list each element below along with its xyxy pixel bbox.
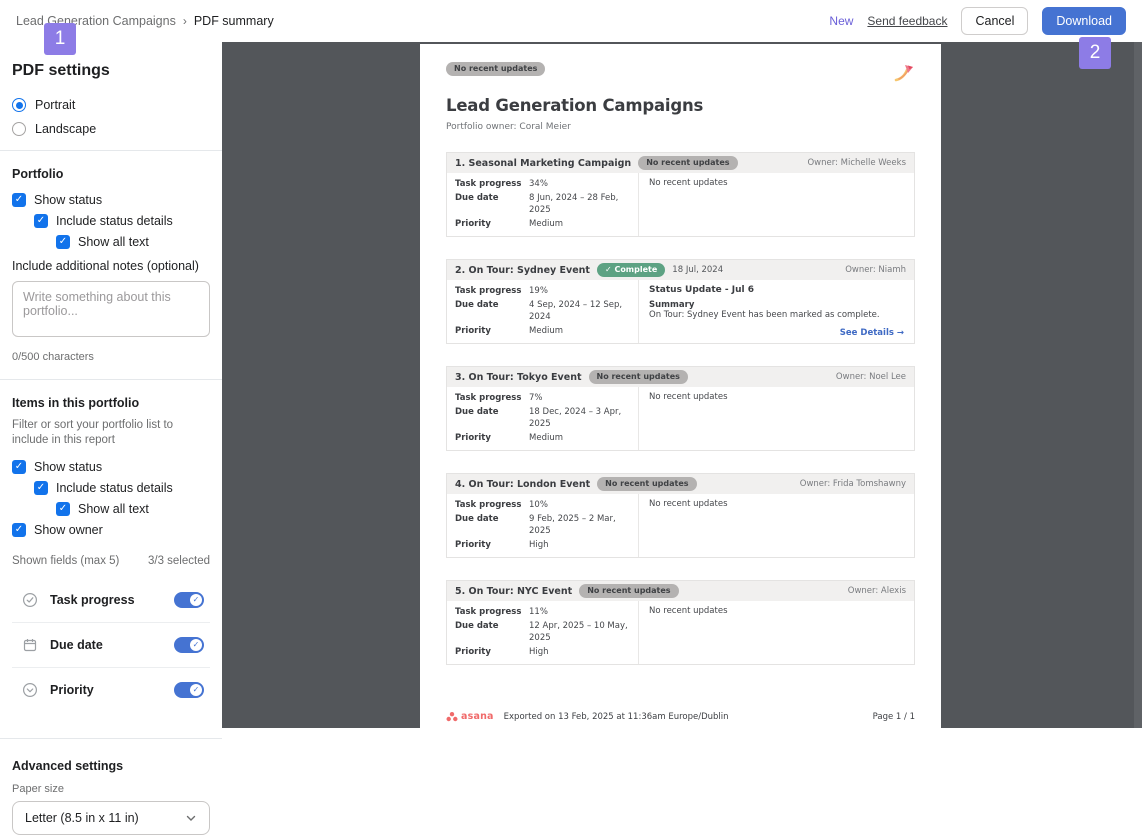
item-fields-table: Task progress 11% Due date 12 Apr, 2025 – 1… (447, 601, 639, 664)
preview-area: No recent updates Lead Generation Campai… (222, 42, 1142, 728)
pdf-footer: asana Exported on 13 Feb, 2025 at 11:36a… (446, 711, 915, 722)
item-fields-table: Task progress 34% Due date 8 Jun, 2024 – 28… (447, 173, 639, 236)
orientation-portrait-radio[interactable]: Portrait (12, 98, 210, 112)
paper-size-label: Paper size (12, 783, 64, 795)
sidebar-title: PDF settings (12, 62, 110, 79)
checkbox-checked-icon: ✓ (56, 235, 70, 249)
portfolio-status-pill: No recent updates (446, 62, 546, 76)
item-owner: Owner: Frida Tomshawny (799, 479, 906, 489)
item-owner: Owner: Michelle Weeks (807, 158, 906, 168)
breadcrumb-current: PDF summary (193, 14, 274, 28)
chevron-down-icon (186, 815, 196, 821)
send-feedback-link[interactable]: Send feedback (867, 14, 948, 28)
checkbox-show-all-text[interactable]: ✓ Show all text (56, 502, 210, 516)
item-owner: Owner: Noel Lee (835, 372, 906, 382)
checkbox-show-status[interactable]: ✓ Show status (12, 193, 210, 207)
page-number: Page 1 / 1 (872, 711, 915, 722)
pdf-settings-sidebar: PDF settings Portrait Landscape Portfoli… (0, 42, 222, 835)
download-button[interactable]: Download (1042, 7, 1126, 35)
item-status-pill: No recent updates (638, 156, 738, 170)
toggle-due-date[interactable]: ✓ (174, 637, 204, 653)
item-status-column: No recent updates (649, 606, 728, 616)
orientation-landscape-radio[interactable]: Landscape (12, 122, 210, 136)
asana-logo-icon: asana (446, 711, 494, 722)
item-fields-table: Task progress 7% Due date 18 Dec, 2024 – 3 … (447, 387, 639, 450)
cancel-button[interactable]: Cancel (961, 7, 1029, 35)
pdf-title: Lead Generation Campaigns (446, 96, 704, 115)
item-name: 4. On Tour: London Event (455, 478, 591, 490)
item-name: 1. Seasonal Marketing Campaign (455, 157, 632, 169)
items-section-description: Filter or sort your portfolio list to in… (12, 419, 174, 446)
notes-label: Include additional notes (optional) (12, 259, 199, 273)
item-status-pill: No recent updates (588, 370, 688, 384)
checkbox-show-owner[interactable]: ✓ Show owner (12, 523, 210, 537)
advanced-settings-title: Advanced settings (12, 759, 124, 773)
checkbox-checked-icon: ✓ (12, 193, 26, 207)
checkbox-checked-icon: ✓ (34, 214, 48, 228)
checkbox-checked-icon: ✓ (34, 481, 48, 495)
selected-count: 3/3 selected (147, 555, 210, 567)
portfolio-item-card: 4. On Tour: London Event No recent updat… (446, 473, 915, 558)
item-owner: Owner: Niamh (845, 265, 906, 275)
vertical-scrollbar[interactable] (1134, 42, 1142, 728)
calendar-icon (22, 637, 38, 653)
shown-fields-label: Shown fields (max 5) (12, 555, 120, 567)
item-name: 5. On Tour: NYC Event (455, 585, 573, 597)
annotation-badge-2: 2 (1079, 37, 1111, 69)
breadcrumb-root[interactable]: Lead Generation Campaigns (16, 14, 176, 28)
flying-dart-icon (894, 65, 913, 82)
notes-textarea[interactable] (12, 281, 210, 337)
checkbox-include-status-details[interactable]: ✓ Include status details (34, 481, 210, 495)
item-status-column: No recent updates (649, 178, 728, 188)
divider (0, 738, 222, 739)
exported-timestamp: Exported on 13 Feb, 2025 at 11:36am Euro… (503, 711, 729, 722)
item-status-column: No recent updates (649, 499, 728, 509)
chevron-circle-icon (22, 682, 38, 698)
pdf-preview-page: No recent updates Lead Generation Campai… (420, 44, 941, 728)
item-fields-table: Task progress 10% Due date 9 Feb, 2025 – 2 … (447, 494, 639, 557)
radio-selected-icon (12, 98, 26, 112)
item-name: 3. On Tour: Tokyo Event (455, 371, 582, 383)
checkbox-checked-icon: ✓ (12, 460, 26, 474)
field-row-due-date: Due date ✓ (12, 622, 210, 667)
char-count: 0/500 characters (12, 351, 94, 363)
field-row-task-progress: Task progress ✓ (12, 577, 210, 622)
paper-size-select[interactable]: Letter (8.5 in x 11 in) (12, 801, 210, 835)
item-status-date: 18 Jul, 2024 (672, 265, 724, 275)
toggle-priority[interactable]: ✓ (174, 682, 204, 698)
item-status-column: No recent updates (649, 392, 728, 402)
see-details-link: See Details → (839, 328, 904, 338)
pdf-owner-line: Portfolio owner: Coral Meier (446, 122, 571, 132)
item-name: 2. On Tour: Sydney Event (455, 264, 590, 276)
checkbox-checked-icon: ✓ (56, 502, 70, 516)
divider (0, 150, 222, 151)
items-section-title: Items in this portfolio (12, 396, 140, 410)
radio-unselected-icon (12, 122, 26, 136)
item-status-column: Status Update - Jul 6 Summary On Tour: Syd… (649, 285, 904, 338)
breadcrumb-separator-icon: › (182, 14, 187, 28)
item-owner: Owner: Alexis (847, 586, 906, 596)
item-status-pill: No recent updates (597, 477, 697, 491)
item-status-pill: ✓ Complete (596, 263, 666, 277)
item-fields-table: Task progress 19% Due date 4 Sep, 2024 – 12… (447, 280, 639, 343)
toggle-task-progress[interactable]: ✓ (174, 591, 204, 608)
check-circle-icon (22, 592, 38, 608)
annotation-badge-1: 1 (44, 23, 76, 55)
checkbox-show-all-text[interactable]: ✓ Show all text (56, 235, 210, 249)
new-badge: New (829, 14, 854, 28)
portfolio-item-card: 2. On Tour: Sydney Event ✓ Complete 18 J… (446, 259, 915, 344)
portfolio-section-title: Portfolio (12, 167, 64, 181)
portfolio-item-card: 1. Seasonal Marketing Campaign No recent… (446, 152, 915, 237)
item-status-pill: No recent updates (579, 584, 679, 598)
checkbox-checked-icon: ✓ (12, 523, 26, 537)
portfolio-item-card: 5. On Tour: NYC Event No recent updates … (446, 580, 915, 665)
divider (0, 379, 222, 380)
portfolio-item-card: 3. On Tour: Tokyo Event No recent update… (446, 366, 915, 451)
top-bar: Lead Generation Campaigns › PDF summary … (0, 0, 1142, 42)
checkbox-show-status[interactable]: ✓ Show status (12, 460, 210, 474)
field-row-priority: Priority ✓ (12, 667, 210, 712)
checkbox-include-status-details[interactable]: ✓ Include status details (34, 214, 210, 228)
